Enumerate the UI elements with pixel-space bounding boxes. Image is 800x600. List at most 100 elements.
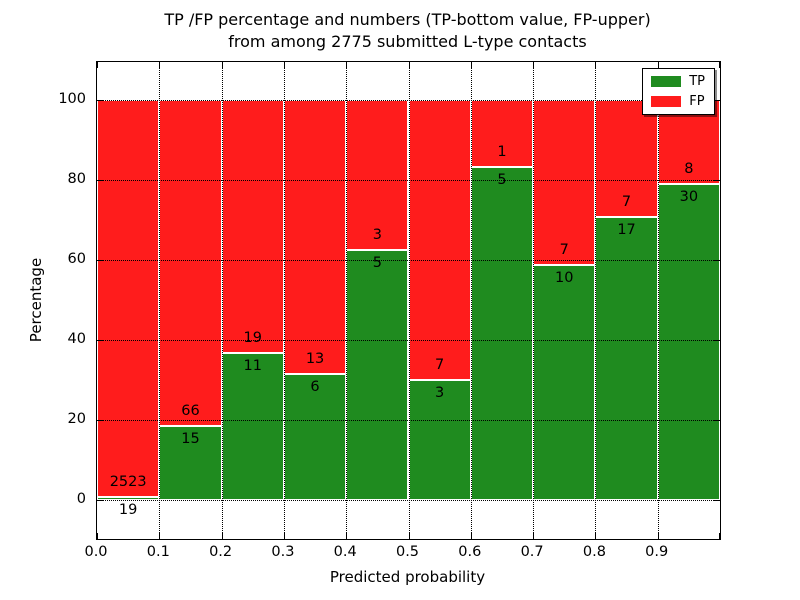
- x-tick-label: 0.3: [271, 544, 295, 560]
- y-tick-label: 0: [76, 491, 86, 507]
- x-tick-mark-top: [159, 62, 161, 68]
- y-tick-label: 100: [58, 91, 86, 107]
- y-tick-mark: [97, 180, 103, 181]
- fp-bar: [283, 100, 347, 374]
- x-tick-mark: [470, 533, 472, 539]
- x-tick-label: 0.9: [645, 544, 669, 560]
- fp-count-label: 13: [305, 350, 325, 367]
- fp-bar: [346, 100, 409, 250]
- tp-count-label: 15: [181, 430, 200, 447]
- x-tick-mark: [221, 533, 223, 539]
- tp-bar: [470, 166, 534, 500]
- tp-count-label: 10: [555, 269, 574, 286]
- x-tick-mark-top: [719, 62, 720, 68]
- fp-count-label: 7: [559, 241, 569, 258]
- tp-count-label: 11: [243, 358, 262, 375]
- x-tick-mark-top: [657, 62, 659, 68]
- tp-bar: [346, 250, 409, 500]
- fp-count-label: 1: [497, 143, 507, 160]
- tp-count-label: 5: [372, 255, 382, 271]
- fp-bar: [97, 100, 160, 497]
- y-tick-mark-right: [714, 500, 720, 501]
- tp-bar: [283, 373, 347, 500]
- fp-count-label: 8: [684, 161, 694, 178]
- tp-color-swatch: [651, 76, 682, 87]
- x-tick-label: 0.2: [209, 544, 233, 560]
- fp-bar: [408, 100, 471, 380]
- tp-bar: [533, 264, 596, 500]
- fp-bar: [470, 100, 534, 167]
- x-tick-mark-top: [533, 62, 535, 68]
- y-tick-label: 40: [67, 331, 86, 347]
- v-gridline: [657, 62, 659, 539]
- fp-count-label: 66: [181, 402, 200, 419]
- x-tick-mark-top: [97, 62, 98, 68]
- fp-bar: [159, 100, 222, 426]
- v-gridline: [159, 62, 161, 539]
- x-tick-label: 0.4: [333, 544, 357, 560]
- tp-count-label: 19: [118, 502, 138, 518]
- x-tick-label: 0.5: [395, 544, 420, 560]
- tp-bar: [595, 216, 658, 500]
- x-tick-mark: [533, 533, 535, 539]
- v-gridline: [346, 62, 348, 539]
- v-gridline: [470, 62, 472, 539]
- x-tick-label: 0.7: [520, 544, 544, 560]
- fp-bar: [533, 100, 596, 265]
- tp-count-label: 3: [435, 385, 445, 401]
- x-tick-mark: [346, 533, 348, 539]
- tp-bar: [159, 425, 222, 500]
- x-tick-mark: [719, 533, 720, 539]
- y-tick-mark: [97, 260, 103, 261]
- chart-title: TP /FP percentage and numbers (TP-bottom…: [96, 9, 719, 53]
- x-tick-mark: [657, 533, 659, 539]
- x-tick-mark-top: [595, 62, 597, 68]
- tp-count-label: 5: [497, 171, 507, 188]
- fp-bar: [595, 100, 658, 217]
- y-tick-mark-right: [714, 100, 720, 101]
- fp-count-label: 7: [621, 193, 632, 210]
- x-tick-mark-top: [221, 62, 223, 68]
- x-tick-mark-top: [283, 62, 285, 68]
- x-tick-mark-top: [470, 62, 472, 68]
- x-tick-mark: [159, 533, 161, 539]
- legend-label-tp: TP: [689, 74, 705, 89]
- y-tick-label: 20: [67, 411, 86, 427]
- x-tick-mark: [283, 533, 285, 539]
- tp-bar: [97, 497, 160, 500]
- y-tick-mark: [97, 340, 103, 341]
- v-gridline: [408, 62, 410, 539]
- plot-area: TP FP 2523 19 66 15 19 11 13 6 3 5 7 3 1 5 7 10 7 17 8 30: [96, 61, 721, 540]
- x-tick-mark-top: [408, 62, 410, 68]
- x-tick-label: 0.8: [582, 544, 606, 560]
- legend-item-fp: FP: [651, 95, 705, 108]
- y-tick-mark-right: [714, 260, 720, 261]
- tp-count-label: 30: [679, 189, 699, 206]
- tp-count-label: 6: [310, 378, 320, 395]
- x-axis-label: Predicted probability: [329, 568, 486, 586]
- x-tick-mark-top: [346, 62, 348, 68]
- x-tick-mark: [595, 533, 597, 539]
- y-tick-mark: [97, 100, 103, 101]
- y-tick-mark-right: [714, 180, 720, 181]
- v-gridline: [533, 62, 535, 539]
- v-gridline: [595, 62, 597, 539]
- fp-count-label: 3: [372, 227, 382, 243]
- fp-count-label: 2523: [109, 474, 147, 490]
- chart-title-line1: TP /FP percentage and numbers (TP-bottom…: [164, 10, 651, 29]
- x-tick-mark: [97, 533, 98, 539]
- x-tick-mark: [408, 533, 410, 539]
- y-tick-label: 60: [67, 251, 86, 267]
- x-tick-label: 0.6: [458, 544, 482, 560]
- legend-label-fp: FP: [689, 94, 705, 109]
- chart-title-line2: from among 2775 submitted L-type contact…: [228, 32, 587, 51]
- y-tick-mark-right: [714, 340, 720, 341]
- y-tick-mark: [97, 500, 103, 501]
- fp-count-label: 19: [243, 330, 262, 347]
- y-tick-label: 80: [67, 171, 86, 187]
- tp-bar: [657, 184, 720, 500]
- tp-count-label: 17: [617, 221, 636, 238]
- fp-bar: [221, 100, 284, 354]
- y-tick-mark-right: [714, 420, 720, 421]
